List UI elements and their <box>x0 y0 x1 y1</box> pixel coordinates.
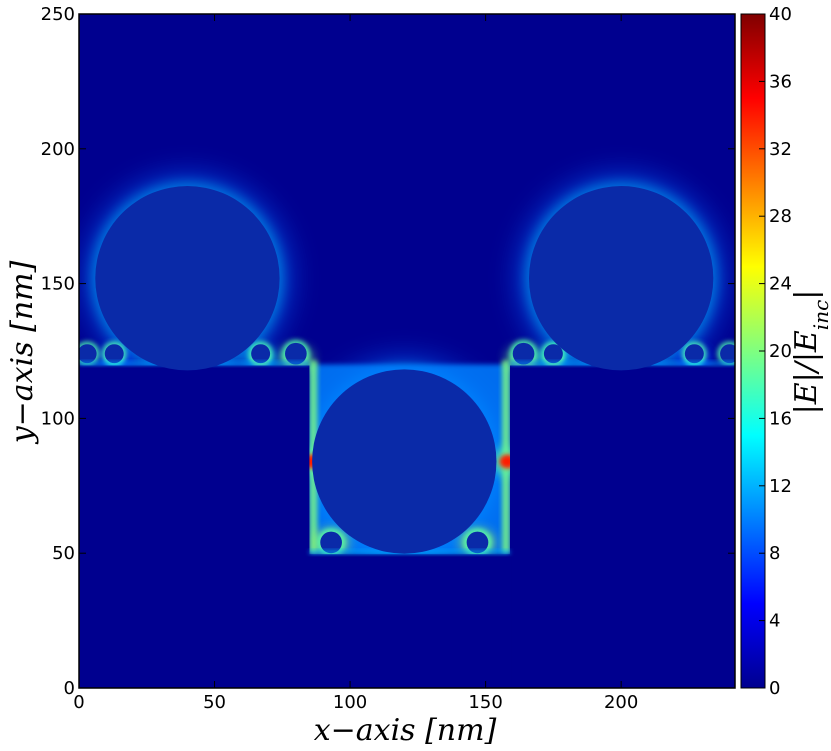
x-axis-ticks: 0 50 100 150 200 <box>73 14 638 713</box>
nanoparticle <box>466 531 489 554</box>
colorbar-tick-label: 32 <box>769 139 792 160</box>
colorbar-tick-label: 8 <box>769 543 780 564</box>
nanoparticle <box>320 531 342 554</box>
x-tick-label: 50 <box>203 692 226 713</box>
y-tick-label: 50 <box>52 543 75 564</box>
y-tick-label: 100 <box>41 408 75 429</box>
nanoparticle <box>251 344 271 364</box>
nanoparticle <box>720 344 735 364</box>
plot-frame <box>78 13 736 689</box>
y-tick-label: 250 <box>41 4 75 25</box>
colorbar-tick-label: 16 <box>769 408 792 429</box>
x-axis-label: x−axis [nm] <box>314 713 497 748</box>
colorbar: 0 4 8 12 16 20 24 28 32 36 40 |E|/|Einc| <box>740 4 831 699</box>
colorbar-tick-label: 24 <box>769 274 792 295</box>
large-nanosphere <box>95 186 280 371</box>
colorbar-label: |E|/|Einc| <box>789 290 831 415</box>
nanoparticle <box>684 344 704 364</box>
x-tick-label: 0 <box>73 692 84 713</box>
y-axis-ticks: 0 50 100 150 200 250 <box>41 4 735 699</box>
substrate-right <box>510 365 735 688</box>
colorbar-tick-label: 40 <box>769 4 792 25</box>
nanoparticle <box>104 344 124 364</box>
heatmap-plot-area <box>78 13 736 689</box>
nanoparticle <box>79 344 97 364</box>
large-nanosphere <box>312 369 497 554</box>
nanoparticle <box>285 342 307 365</box>
substrate-groove-bottom <box>308 554 512 688</box>
x-tick-label: 200 <box>604 692 638 713</box>
nanoparticle <box>512 342 535 365</box>
y-tick-label: 200 <box>41 139 75 160</box>
field-intensity-layer <box>79 174 735 688</box>
colorbar-tick-label: 12 <box>769 476 792 497</box>
y-tick-label: 150 <box>41 274 75 295</box>
y-axis-label: y−axis [nm] <box>5 260 40 445</box>
large-nanosphere <box>528 186 714 371</box>
colorbar-ticks: 0 4 8 12 16 20 24 28 32 36 40 <box>759 4 792 699</box>
colorbar-tick-label: 20 <box>769 341 792 362</box>
x-tick-label: 150 <box>468 692 502 713</box>
x-tick-label: 100 <box>333 692 367 713</box>
substrate-left <box>79 365 310 688</box>
colorbar-tick-label: 28 <box>769 206 792 227</box>
colorbar-tick-label: 0 <box>769 678 780 699</box>
colorbar-tick-label: 36 <box>769 71 792 92</box>
nanoparticle <box>543 344 563 364</box>
colorbar-tick-label: 4 <box>769 611 780 632</box>
y-tick-label: 0 <box>64 678 75 699</box>
